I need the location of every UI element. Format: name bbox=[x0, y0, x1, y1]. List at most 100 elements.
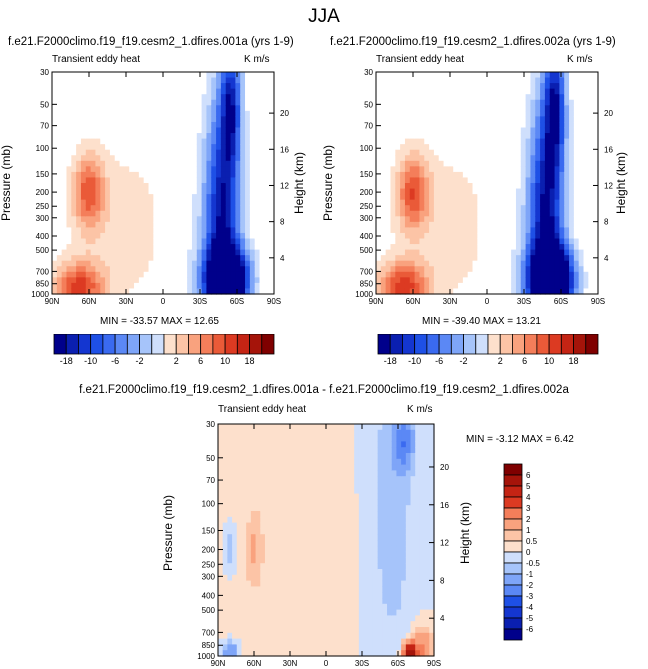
heatmap-cell bbox=[588, 255, 594, 262]
heatmap-cell bbox=[206, 183, 212, 190]
heatmap-cell bbox=[321, 545, 327, 553]
heatmap-cell bbox=[288, 429, 294, 437]
heatmap-cell bbox=[335, 650, 341, 657]
heatmap-cell bbox=[307, 424, 313, 431]
heatmap-cell bbox=[80, 260, 87, 267]
heatmap-cell bbox=[153, 110, 159, 117]
heatmap-cell bbox=[222, 586, 228, 593]
heatmap-cell bbox=[554, 105, 560, 112]
heatmap-cell bbox=[588, 171, 594, 179]
heatmap-cell bbox=[191, 210, 198, 217]
heatmap-cell bbox=[260, 493, 266, 500]
heatmap-cell bbox=[246, 441, 252, 448]
heatmap-cell bbox=[246, 598, 252, 605]
heatmap-cell bbox=[264, 83, 270, 90]
heatmap-cell bbox=[95, 77, 101, 84]
heatmap-cell bbox=[114, 77, 121, 84]
heatmap-cell bbox=[211, 188, 217, 195]
heatmap-cell bbox=[191, 77, 198, 84]
heatmap-cell bbox=[167, 88, 174, 95]
heatmap-cell bbox=[260, 516, 266, 524]
heatmap-cell bbox=[109, 127, 116, 134]
heatmap-cell bbox=[245, 216, 251, 223]
heatmap-cell bbox=[515, 99, 522, 106]
heatmap-cell bbox=[158, 199, 164, 206]
heatmap-cell bbox=[241, 632, 247, 640]
heatmap-cell bbox=[588, 99, 594, 106]
heatmap-cell bbox=[404, 266, 411, 273]
heatmap-cell bbox=[482, 144, 488, 151]
heatmap-cell bbox=[148, 232, 154, 240]
heatmap-cell bbox=[311, 563, 318, 570]
heatmap-cell bbox=[433, 266, 440, 273]
heatmap-cell bbox=[201, 83, 208, 90]
heatmap-cell bbox=[385, 138, 392, 145]
heatmap-cell bbox=[414, 199, 421, 206]
heatmap-cell bbox=[283, 534, 290, 541]
heatmap-cell bbox=[61, 271, 68, 278]
heatmap-cell bbox=[143, 127, 150, 134]
heatmap-cell bbox=[230, 83, 236, 90]
heatmap-cell bbox=[283, 598, 290, 605]
heatmap-cell bbox=[491, 138, 498, 145]
heatmap-cell bbox=[218, 511, 224, 518]
colorbar-cell bbox=[389, 334, 403, 355]
heatmap-cell bbox=[419, 282, 425, 290]
heatmap-cell bbox=[236, 435, 243, 442]
heatmap-cell bbox=[559, 177, 565, 184]
heatmap-cell bbox=[90, 249, 97, 256]
heatmap-cell bbox=[472, 260, 478, 267]
heatmap-cell bbox=[143, 121, 150, 129]
heatmap-cell bbox=[583, 282, 589, 290]
heatmap-cell bbox=[583, 238, 589, 245]
heatmap-cell bbox=[52, 99, 58, 106]
heatmap-cell bbox=[549, 110, 556, 117]
heatmap-cell bbox=[344, 464, 351, 471]
heatmap-cell bbox=[593, 282, 599, 290]
heatmap-cell bbox=[583, 149, 589, 156]
heatmap-cell bbox=[477, 72, 483, 79]
heatmap-cell bbox=[438, 149, 445, 156]
heatmap-cell bbox=[559, 238, 565, 245]
heatmap-cell bbox=[380, 171, 387, 179]
heatmap-cell bbox=[76, 188, 82, 195]
heatmap-cell bbox=[414, 166, 421, 173]
heatmap-cell bbox=[559, 138, 565, 145]
heatmap-cell bbox=[390, 166, 396, 173]
heatmap-cell bbox=[390, 260, 396, 267]
heatmap-cell bbox=[249, 99, 256, 106]
heatmap-cell bbox=[419, 205, 425, 212]
heatmap-cell bbox=[395, 133, 401, 140]
heatmap-cell bbox=[71, 282, 77, 290]
heatmap-cell bbox=[544, 88, 551, 95]
heatmap-cell bbox=[321, 644, 327, 651]
heatmap-cell bbox=[66, 88, 72, 95]
heatmap-cell bbox=[544, 72, 551, 79]
heatmap-cell bbox=[260, 528, 266, 535]
heatmap-cell bbox=[283, 447, 290, 454]
heatmap-cell bbox=[269, 227, 275, 234]
heatmap-cell bbox=[235, 244, 241, 251]
heatmap-cell bbox=[409, 72, 416, 79]
heatmap-cell bbox=[259, 221, 265, 228]
heatmap-cell bbox=[283, 429, 290, 437]
heatmap-cell bbox=[344, 650, 351, 657]
heatmap-cell bbox=[109, 171, 116, 179]
heatmap-cell bbox=[148, 83, 154, 90]
heatmap-cell bbox=[307, 528, 313, 535]
heatmap-cell bbox=[433, 144, 440, 151]
heatmap-cell bbox=[187, 99, 193, 106]
heatmap-cell bbox=[573, 94, 580, 101]
heatmap-cell bbox=[134, 227, 140, 234]
heatmap-cell bbox=[85, 260, 92, 267]
heatmap-cell bbox=[227, 580, 233, 587]
heatmap-cell bbox=[264, 644, 271, 651]
heatmap-cell bbox=[269, 470, 275, 477]
heatmap-cell bbox=[138, 205, 145, 212]
heatmap-cell bbox=[148, 121, 154, 129]
heatmap-cell bbox=[400, 277, 406, 284]
heatmap-cell bbox=[196, 133, 203, 140]
heatmap-cell bbox=[578, 166, 585, 173]
heatmap-cell bbox=[511, 277, 517, 284]
heatmap-cell bbox=[501, 188, 507, 195]
